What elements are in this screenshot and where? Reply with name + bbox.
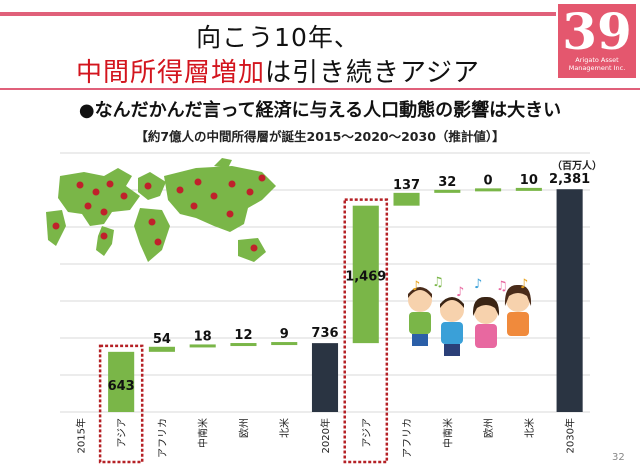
data-label-1: 643 [108,379,135,394]
slide-number-badge: 39 Arigato Asset Management Inc. [558,2,636,78]
bar-3 [189,344,216,348]
x-tick-label-7: アジア [362,418,373,448]
children-singing-icon [408,284,532,356]
data-label-10: 0 [484,173,493,188]
highlight-box-7 [343,198,389,464]
badge-number: 39 [562,2,632,61]
data-label-12: 2,381 [549,172,590,187]
svg-text:♪: ♪ [520,277,528,292]
chart-caption: 【約7億人の中間所得層が誕生2015～2020～2030（推計値）】 [135,129,505,144]
svg-text:♪: ♪ [456,285,464,300]
bar-8 [393,192,420,206]
x-tick-label-12: 2030年 [564,418,577,453]
data-label-2: 54 [153,332,171,347]
bar-10 [475,188,502,192]
x-tick-label-9: 中南米 [441,418,454,448]
x-tick-label-11: 北米 [523,418,536,438]
x-tick-label-1: アジア [117,418,128,448]
svg-text:♪: ♪ [412,279,420,294]
badge-company-line1: Arigato Asset [575,56,619,64]
slide-title-line1: 向こう10年、 [196,23,360,52]
slide-title-highlight: 中間所得層増加 [76,58,266,88]
svg-text:♪: ♪ [474,277,482,292]
bar-6 [311,343,339,412]
bar-9 [434,189,461,193]
data-label-11: 10 [520,173,538,188]
data-label-4: 12 [234,328,252,343]
child-4 [504,284,532,336]
chart-x-axis-labels: 2015年 アジア アフリカ 中南米 欧州 北米 2020年 アジア アフリカ 中南米 欧州 北米 20… [74,418,576,458]
data-label-8: 137 [393,178,420,193]
bar-12 [556,189,583,412]
badge-company-line2: Management Inc. [568,64,626,72]
chart-unit-label: （百万人） [552,161,602,172]
bar-5 [271,342,298,346]
title-bottom-rule [0,88,640,90]
slide-title-line2: 中間所得層増加は引き続きアジア [0,52,556,89]
data-label-7: 1,469 [345,269,386,284]
x-tick-label-2: アフリカ [157,418,169,458]
svg-text:♫: ♫ [496,279,508,294]
chart-marks: 643 54 18 12 9 736 1,469 137 32 0 10 2,381 [98,172,590,464]
x-tick-label-0: 2015年 [74,418,87,453]
x-tick-label-6: 2020年 [319,418,332,453]
badge-company: Arigato Asset Management Inc. [558,56,636,72]
bar-2 [148,346,175,352]
highlight-box-1 [98,344,144,464]
x-tick-label-3: 中南米 [197,418,210,448]
child-3 [472,296,500,348]
data-label-9: 32 [438,175,456,190]
x-tick-label-8: アフリカ [402,418,414,458]
world-map-icon [46,158,276,262]
x-tick-label-4: 欧州 [238,418,250,438]
bar-7 [352,205,379,344]
data-label-6: 736 [311,326,338,341]
slide-subtitle: ●なんだかんだ言って経済に与える人口動態の影響は大きい [78,100,562,121]
svg-text:♫: ♫ [432,275,444,290]
music-note-icon: ♪ ♫ ♪ ♪ ♫ ♪ [412,275,528,300]
bar-1 [108,351,135,412]
page-number: 32 [612,452,625,463]
title-top-rule [0,12,556,16]
bar-11 [515,187,542,191]
slide-title-rest: は引き続きアジア [265,58,480,88]
bar-4 [230,343,257,347]
x-tick-label-10: 欧州 [483,418,495,438]
child-1 [408,287,432,346]
data-label-3: 18 [194,329,212,344]
child-2 [440,297,464,356]
data-label-5: 9 [280,327,289,342]
x-tick-label-5: 北米 [278,418,291,438]
